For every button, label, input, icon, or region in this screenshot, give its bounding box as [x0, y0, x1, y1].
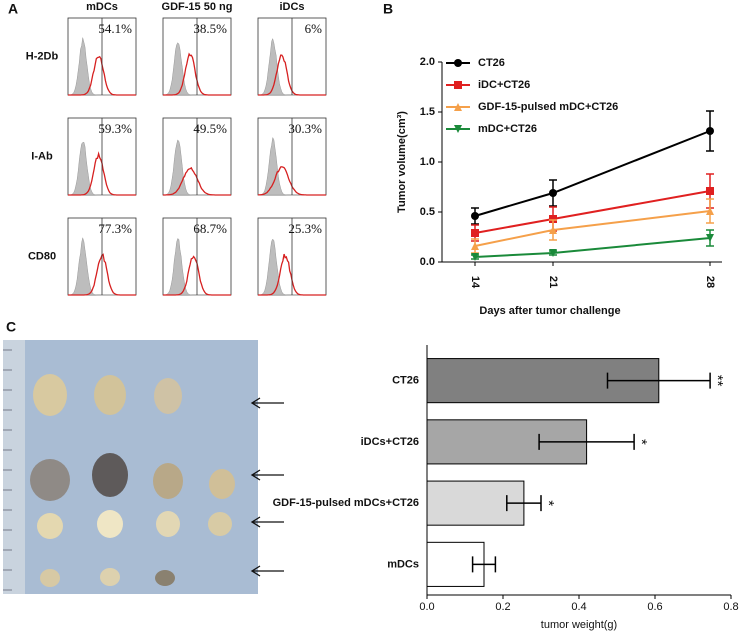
- marker: [471, 253, 479, 261]
- x-tick-label: 0.0: [419, 601, 434, 613]
- marker: [549, 226, 557, 234]
- percent-label: 68.7%: [193, 221, 227, 236]
- flow-plot: [162, 117, 232, 196]
- error-bar: [606, 372, 711, 389]
- x-tick-label: 0.2: [495, 601, 510, 613]
- marker: [471, 229, 479, 237]
- x-tick-label: 0.4: [571, 601, 586, 613]
- legend-label: iDC+CT26: [478, 79, 530, 91]
- legend-label: CT26: [478, 57, 505, 69]
- x-tick-label: 0.6: [647, 601, 662, 613]
- panel-letter: C: [6, 319, 16, 335]
- y-tick-label: 0.5: [420, 206, 435, 218]
- flow-plot: [257, 17, 327, 96]
- column-label: mDCs: [86, 1, 118, 13]
- y-tick-label: 1.5: [420, 106, 435, 118]
- legend-label: GDF-15-pulsed mDC+CT26: [478, 101, 618, 113]
- percent-label: 25.3%: [288, 221, 322, 236]
- flow-plot: [162, 217, 232, 296]
- flow-plot: [257, 117, 327, 196]
- panel-letter: B: [383, 1, 393, 17]
- flow-plot: [162, 17, 232, 96]
- marker: [549, 215, 557, 223]
- y-tick-label: 2.0: [420, 56, 435, 68]
- percent-label: 77.3%: [98, 221, 132, 236]
- legend-marker: [454, 81, 462, 89]
- percent-label: 6%: [305, 21, 323, 36]
- category-label: CT26: [392, 375, 419, 387]
- percent-label: 54.1%: [98, 21, 132, 36]
- marker: [549, 249, 557, 257]
- marker: [706, 127, 714, 135]
- column-label: GDF-15 50 ng: [162, 1, 233, 13]
- x-axis-label: tumor weight(g): [541, 619, 617, 631]
- row-label: CD80: [28, 250, 56, 262]
- marker: [706, 187, 714, 195]
- category-label: mDCs: [387, 558, 419, 570]
- legend-marker: [454, 125, 462, 133]
- x-axis-label: Days after tumor challenge: [479, 305, 620, 317]
- series-line: [474, 130, 711, 217]
- marker: [549, 189, 557, 197]
- tumor-photo: [3, 340, 258, 594]
- error-bar: [471, 556, 497, 573]
- error-bar: [506, 495, 542, 512]
- category-label: iDCs+CT26: [361, 436, 419, 448]
- significance-mark: **: [709, 375, 726, 387]
- arrows: [250, 397, 284, 577]
- flow-plot: [257, 217, 327, 296]
- row-label: I-Ab: [31, 150, 53, 162]
- percent-label: 59.3%: [98, 121, 132, 136]
- percent-label: 49.5%: [193, 121, 227, 136]
- y-axis-label: Tumor volume(cm³): [396, 111, 408, 213]
- significance-mark: *: [540, 500, 557, 506]
- percent-label: 38.5%: [193, 21, 227, 36]
- flow-plot: [67, 117, 137, 196]
- marker: [706, 207, 714, 215]
- series-line: [474, 190, 711, 234]
- y-tick-label: 0.0: [420, 256, 435, 268]
- series-line: [474, 237, 711, 258]
- marker: [471, 212, 479, 220]
- x-tick-label: 28: [704, 276, 716, 288]
- legend-marker: [454, 103, 462, 111]
- legend-label: mDC+CT26: [478, 123, 537, 135]
- x-tick-label: 14: [469, 276, 481, 289]
- x-tick-label: 21: [547, 276, 559, 288]
- marker: [471, 242, 479, 250]
- panel-letter: A: [8, 1, 18, 17]
- row-label: H-2Db: [26, 50, 59, 62]
- legend-marker: [454, 59, 462, 67]
- significance-mark: *: [633, 439, 650, 445]
- column-label: iDCs: [279, 1, 304, 13]
- flow-plot: [67, 217, 137, 296]
- error-bar: [538, 433, 635, 450]
- percent-label: 30.3%: [288, 121, 322, 136]
- x-tick-label: 0.8: [723, 601, 738, 613]
- y-tick-label: 1.0: [420, 156, 435, 168]
- category-label: GDF-15-pulsed mDCs+CT26: [273, 497, 419, 509]
- flow-plot: [67, 17, 137, 96]
- marker: [706, 234, 714, 242]
